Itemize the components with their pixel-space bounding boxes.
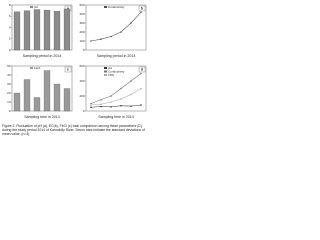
page: 0 2 4 6 8 Sampling period in 2014 a pH 0 100 200 30… (0, 0, 150, 150)
caption: Figure 2: Fluctuation of pH (a), EC(b), … (2, 124, 145, 137)
legend-swatch (104, 70, 107, 73)
point (120, 104, 122, 107)
legend-swatch (30, 67, 33, 69)
point (110, 35, 112, 38)
x-axis-label: Sampling period in 2014 (23, 54, 62, 58)
panel-box (138, 5, 146, 12)
bar (63, 8, 71, 51)
y-tick-label: 200 (79, 30, 84, 34)
y-tick-label: 100 (79, 39, 84, 43)
panel-letter: c (67, 68, 69, 72)
point (110, 106, 112, 108)
line (90, 73, 142, 104)
x-axis-label: Sampling time in 2014 (98, 115, 134, 119)
point (140, 72, 142, 75)
legend-swatch (104, 6, 107, 8)
y-tick-label: 600 (79, 64, 84, 68)
point (100, 103, 102, 106)
bar (63, 88, 71, 112)
y-tick-label: 500 (79, 3, 84, 7)
line (90, 104, 142, 108)
plot-frame (85, 65, 147, 112)
point (120, 31, 122, 33)
y-tick-label: 2 (9, 37, 11, 41)
legend-label: pH (108, 66, 112, 70)
bar (33, 97, 41, 112)
point (120, 98, 122, 100)
y-tick-label: 20 (7, 91, 11, 95)
legend-swatch (104, 67, 107, 69)
point (120, 87, 122, 90)
bar (33, 9, 41, 51)
point (130, 93, 132, 96)
bar (43, 9, 51, 51)
y-tick-label: 200 (79, 94, 84, 98)
point (140, 104, 142, 106)
bar (43, 70, 51, 112)
line (90, 88, 142, 106)
legend-label: pH (34, 5, 38, 9)
plot-frame (85, 4, 147, 51)
bar (13, 11, 21, 51)
bar (13, 92, 21, 112)
y-tick-label: 300 (79, 21, 84, 25)
y-tick-label: 0 (9, 109, 11, 113)
point (130, 105, 132, 107)
plot-frame (11, 4, 73, 51)
point (90, 40, 92, 42)
y-tick-label: 400 (79, 12, 84, 16)
y-tick-label: 0 (83, 109, 85, 113)
panel-letter: a (67, 7, 69, 11)
point (90, 104, 92, 106)
plot-frame (11, 65, 73, 112)
legend-label: TDS (108, 73, 114, 77)
y-tick-label: 50 (7, 64, 11, 68)
point (90, 102, 92, 105)
point (100, 105, 102, 108)
y-tick-label: 40 (7, 73, 11, 77)
y-tick-label: 0 (83, 48, 85, 52)
panel-box (138, 66, 146, 73)
x-axis-label: Sampling period in 2014 (97, 54, 136, 58)
panel-box (64, 66, 72, 73)
panel-letter: b (141, 7, 143, 11)
point (140, 11, 142, 13)
bar (23, 10, 31, 51)
legend-swatch (104, 74, 107, 76)
point (130, 22, 132, 24)
point (110, 101, 112, 103)
legend-label: Conductivity (108, 5, 125, 9)
y-tick-label: 0 (9, 48, 11, 52)
y-tick-label: 8 (9, 3, 11, 7)
point (100, 98, 102, 101)
x-axis-label: Sampling time in 2014 (24, 115, 60, 119)
point (90, 106, 92, 109)
legend-swatch (30, 6, 33, 8)
bar (53, 83, 61, 112)
y-tick-label: 10 (7, 100, 11, 104)
legend-label: FeCl (34, 66, 41, 70)
bar (23, 79, 31, 112)
y-tick-label: 400 (79, 79, 84, 83)
y-tick-label: 6 (9, 14, 11, 18)
y-tick-label: 30 (7, 82, 11, 86)
point (140, 87, 142, 90)
line (90, 11, 142, 42)
panel-letter: d (141, 68, 143, 72)
bar (53, 11, 61, 51)
point (130, 80, 132, 82)
y-tick-label: 4 (9, 25, 11, 29)
point (110, 95, 112, 97)
legend-label: Conductivity (108, 69, 125, 73)
point (100, 38, 102, 40)
